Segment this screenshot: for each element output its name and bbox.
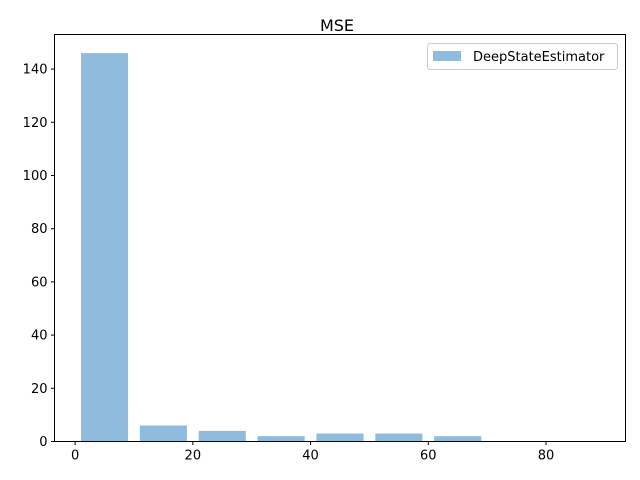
- chart-title: MSE: [320, 16, 354, 35]
- y-tick-label: 80: [31, 222, 48, 237]
- bar: [375, 433, 423, 442]
- x-tick-label: 60: [420, 449, 437, 464]
- x-tick-label: 0: [71, 449, 79, 464]
- bar: [139, 425, 187, 442]
- y-tick-label: 60: [31, 275, 48, 290]
- legend: DeepStateEstimator: [427, 43, 618, 70]
- x-tick-label: 40: [302, 449, 319, 464]
- bar: [434, 436, 482, 442]
- y-tick-label: 140: [23, 63, 48, 78]
- bar: [198, 430, 246, 442]
- bar: [316, 433, 364, 442]
- y-axis-ticks: 0 20 40 60 80 100 120 140: [23, 63, 55, 450]
- x-axis-ticks: 0 20 40 60 80: [71, 441, 555, 464]
- bar: [80, 53, 129, 442]
- bars: [80, 53, 482, 442]
- y-tick-label: 100: [23, 169, 48, 184]
- bar: [257, 436, 305, 442]
- plot-area-frame: [54, 34, 626, 442]
- y-tick-label: 0: [39, 435, 47, 450]
- x-tick-label: 20: [185, 449, 202, 464]
- y-tick-label: 40: [31, 329, 48, 344]
- legend-swatch: [433, 51, 461, 61]
- legend-label: DeepStateEstimator: [473, 50, 605, 65]
- y-tick-label: 20: [31, 382, 48, 397]
- x-tick-label: 80: [538, 449, 555, 464]
- legend-box: [427, 43, 618, 70]
- y-tick-label: 120: [23, 116, 48, 131]
